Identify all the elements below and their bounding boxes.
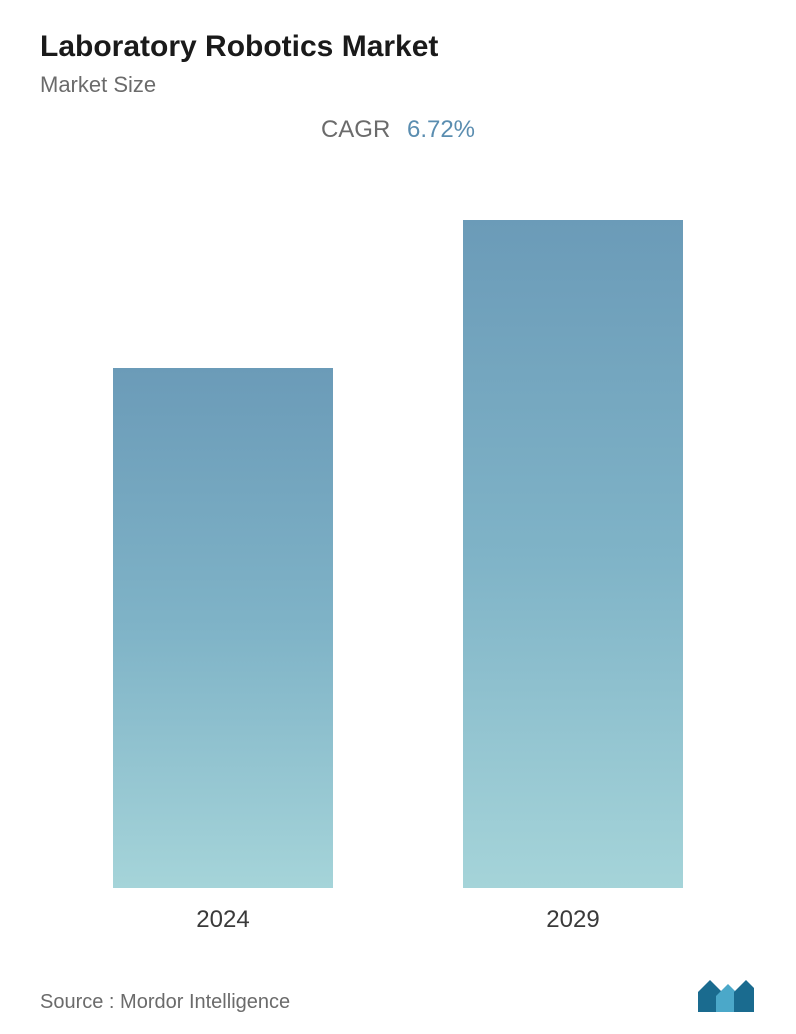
- chart-container: Laboratory Robotics Market Market Size C…: [0, 0, 796, 1034]
- chart-area: 2024 2029: [40, 164, 756, 934]
- bar-2024: [113, 368, 333, 888]
- bar-group-2024: 2024: [113, 368, 333, 934]
- cagr-label: CAGR: [321, 116, 390, 143]
- bar-2029: [463, 220, 683, 888]
- cagr-row: CAGR 6.72%: [40, 116, 756, 144]
- logo-icon: [696, 974, 756, 1014]
- footer: Source : Mordor Intelligence: [40, 964, 756, 1014]
- bar-group-2029: 2029: [463, 220, 683, 934]
- bar-label-2029: 2029: [546, 906, 599, 934]
- cagr-value: 6.72%: [407, 116, 475, 143]
- source-text: Source : Mordor Intelligence: [40, 991, 290, 1014]
- page-title: Laboratory Robotics Market: [40, 30, 756, 64]
- page-subtitle: Market Size: [40, 72, 756, 98]
- bar-label-2024: 2024: [196, 906, 249, 934]
